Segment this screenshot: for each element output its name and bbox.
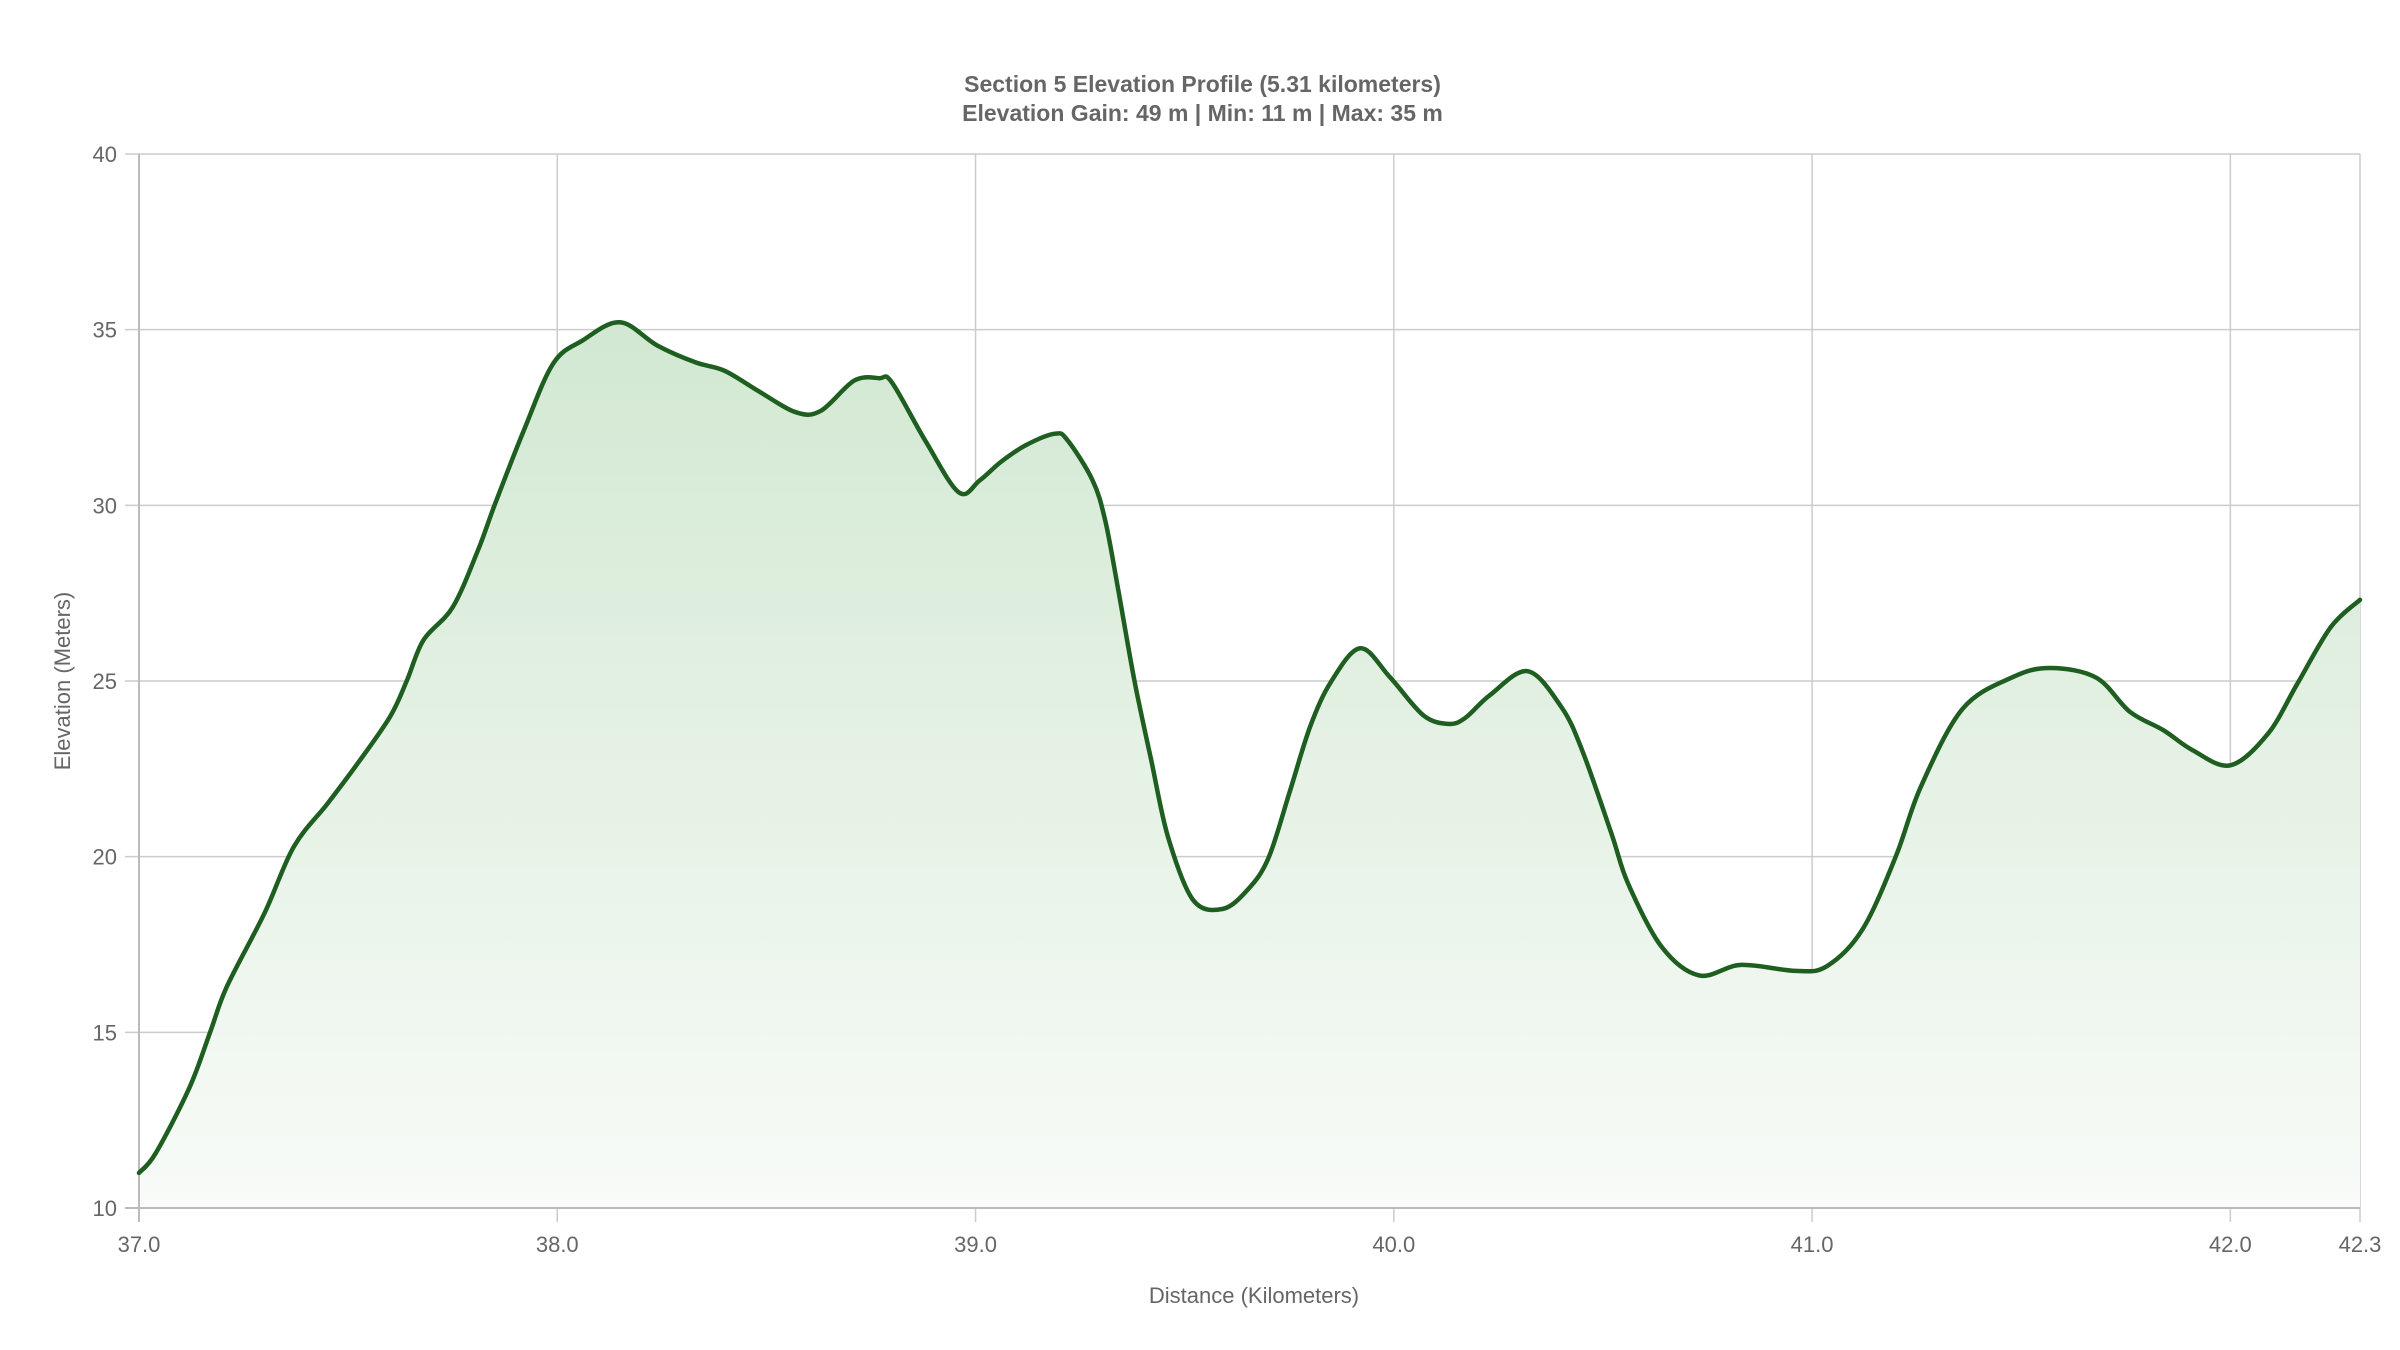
y-tick-label: 35 (93, 318, 117, 343)
x-tick-label: 42.0 (2209, 1232, 2252, 1257)
x-tick-label: 39.0 (954, 1232, 997, 1257)
elevation-area-fill (139, 322, 2360, 1209)
x-tick-label: 42.3 (2339, 1232, 2382, 1257)
elevation-line (136, 320, 2363, 1176)
y-tick-label: 15 (93, 1020, 117, 1045)
x-tick-label: 40.0 (1372, 1232, 1415, 1257)
y-tick-label: 40 (93, 142, 117, 167)
chart-title-block: Section 5 Elevation Profile (5.31 kilome… (0, 70, 2400, 128)
y-tick-label: 25 (93, 669, 117, 694)
y-axis-title: Elevation (Meters) (50, 592, 75, 771)
axes (125, 154, 2360, 1222)
x-tick-label: 41.0 (1791, 1232, 1834, 1257)
x-axis-tick-labels: 37.0 38.0 39.0 40.0 41.0 42.0 42.3 (118, 1232, 2382, 1257)
y-axis-tick-labels: 10 15 20 25 30 35 40 (93, 142, 117, 1221)
x-tick-label: 37.0 (118, 1232, 161, 1257)
x-axis-title: Distance (Kilometers) (1149, 1283, 1359, 1308)
y-tick-label: 30 (93, 493, 117, 518)
chart-subtitle: Elevation Gain: 49 m | Min: 11 m | Max: … (962, 100, 1443, 126)
y-tick-label: 20 (93, 845, 117, 870)
chart-title: Section 5 Elevation Profile (5.31 kilome… (964, 71, 1441, 97)
y-tick-label: 10 (93, 1196, 117, 1221)
x-tick-label: 38.0 (536, 1232, 579, 1257)
